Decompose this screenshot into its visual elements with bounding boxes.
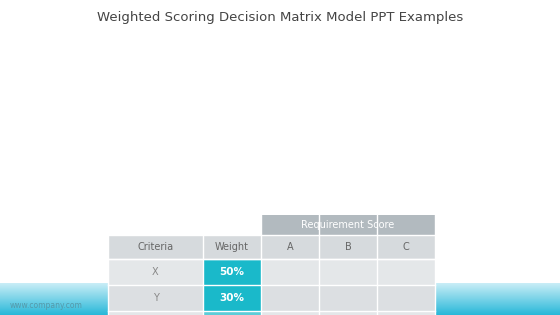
Text: Requirement Score: Requirement Score (301, 220, 395, 230)
Bar (0, 274, 560, 275)
Bar (261, 311, 319, 315)
Bar (0, 290, 560, 291)
Bar (0, 282, 560, 283)
Bar (203, 235, 261, 259)
Text: Y: Y (152, 293, 158, 303)
Bar (0, 273, 560, 274)
Bar (0, 279, 560, 280)
Text: 50%: 50% (220, 267, 245, 277)
Bar (108, 285, 203, 311)
Bar (0, 314, 560, 315)
Bar (0, 296, 560, 297)
Bar (0, 299, 560, 300)
Bar (0, 300, 560, 301)
Bar (0, 284, 560, 285)
Bar (0, 305, 560, 306)
Bar (108, 235, 203, 259)
Bar (0, 302, 560, 303)
Bar (203, 311, 261, 315)
Bar (0, 277, 560, 278)
Bar (108, 311, 203, 315)
Bar (0, 304, 560, 305)
Bar (0, 285, 560, 286)
Text: C: C (403, 242, 409, 252)
Bar (108, 259, 203, 285)
Bar (0, 309, 560, 310)
Bar (0, 311, 560, 312)
Bar (0, 289, 560, 290)
Text: 30%: 30% (220, 293, 245, 303)
Bar (261, 215, 435, 235)
Bar (0, 275, 560, 276)
Bar (0, 280, 560, 281)
Bar (0, 278, 560, 279)
Text: Weighted Scoring Decision Matrix Model PPT Examples: Weighted Scoring Decision Matrix Model P… (97, 11, 463, 24)
Bar (377, 235, 435, 259)
Bar (0, 291, 560, 292)
Bar (0, 294, 560, 295)
Bar (0, 292, 560, 293)
Text: www.company.com: www.company.com (10, 301, 83, 310)
Bar (0, 312, 560, 313)
Text: Weight: Weight (215, 242, 249, 252)
Bar (0, 281, 560, 282)
Bar (0, 313, 560, 314)
Bar (0, 297, 560, 298)
Bar (0, 310, 560, 311)
Bar (0, 283, 560, 284)
Bar (319, 285, 377, 311)
Text: B: B (344, 242, 351, 252)
Bar (203, 259, 261, 285)
Bar (377, 311, 435, 315)
Bar (319, 235, 377, 259)
Bar (0, 298, 560, 299)
Bar (0, 293, 560, 294)
Bar (261, 259, 319, 285)
Bar (0, 301, 560, 302)
Bar (319, 311, 377, 315)
Bar (0, 308, 560, 309)
Bar (0, 295, 560, 296)
Bar (377, 259, 435, 285)
Bar (0, 287, 560, 288)
Bar (377, 285, 435, 311)
Bar (319, 259, 377, 285)
Bar (0, 303, 560, 304)
Bar (0, 288, 560, 289)
Bar (0, 276, 560, 277)
Text: Criteria: Criteria (137, 242, 174, 252)
Bar (0, 307, 560, 308)
Bar (0, 286, 560, 287)
Text: A: A (287, 242, 293, 252)
Bar (261, 285, 319, 311)
Bar (261, 235, 319, 259)
Bar (203, 285, 261, 311)
Text: X: X (152, 267, 159, 277)
Bar (0, 306, 560, 307)
